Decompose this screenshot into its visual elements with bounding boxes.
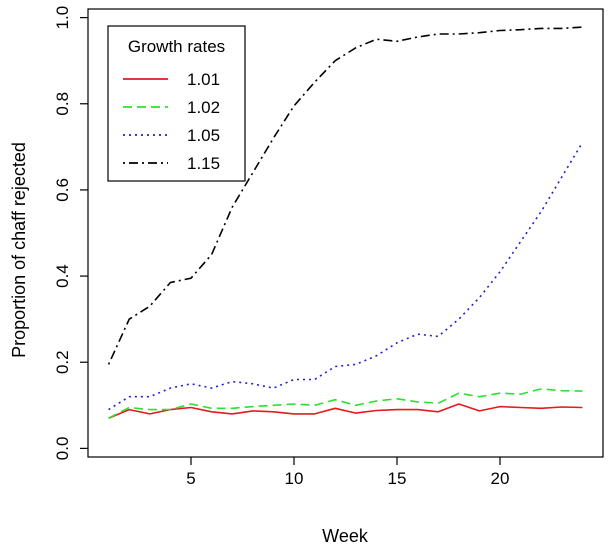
y-tick-label: 0.2 xyxy=(53,350,72,374)
y-tick-label: 0.6 xyxy=(53,178,72,202)
x-tick-label: 20 xyxy=(491,469,510,488)
legend-label: 1.05 xyxy=(187,126,220,145)
legend-title: Growth rates xyxy=(128,37,225,56)
legend-label: 1.02 xyxy=(187,98,220,117)
y-tick-label: 0.0 xyxy=(53,437,72,461)
legend-label: 1.15 xyxy=(187,154,220,173)
y-tick-label: 1.0 xyxy=(53,6,72,30)
legend-label: 1.01 xyxy=(187,70,220,89)
series-line-1.01 xyxy=(108,403,583,419)
plot-frame xyxy=(87,8,604,458)
legend-box xyxy=(107,25,246,182)
series-line-1.05 xyxy=(108,142,584,411)
x-tick-label: 15 xyxy=(388,469,407,488)
x-tick-label: 5 xyxy=(186,469,195,488)
y-tick-label: 0.8 xyxy=(53,92,72,116)
x-tick-label: 10 xyxy=(285,469,304,488)
x-axis-title: Week xyxy=(322,526,369,546)
series-line-1.02 xyxy=(108,388,583,419)
y-tick-label: 0.4 xyxy=(53,264,72,288)
series-line-1.15 xyxy=(107,26,583,365)
y-axis-title: Proportion of chaff rejected xyxy=(9,142,29,358)
